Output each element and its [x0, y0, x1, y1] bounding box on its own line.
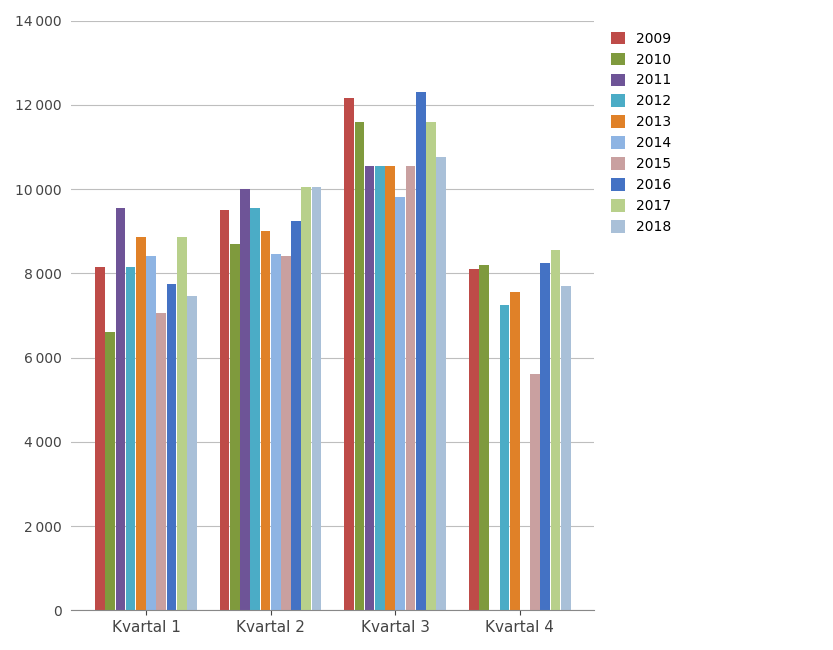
- Bar: [251, 208, 260, 610]
- Bar: [312, 187, 322, 610]
- Bar: [147, 256, 156, 610]
- Bar: [406, 166, 416, 610]
- Bar: [344, 98, 354, 610]
- Bar: [385, 166, 395, 610]
- Bar: [220, 210, 229, 610]
- Bar: [281, 256, 291, 610]
- Bar: [136, 237, 146, 610]
- Bar: [105, 332, 115, 610]
- Bar: [157, 313, 166, 610]
- Bar: [261, 231, 271, 610]
- Bar: [500, 305, 509, 610]
- Bar: [531, 374, 540, 610]
- Bar: [271, 254, 281, 610]
- Bar: [426, 122, 436, 610]
- Legend: 2009, 2010, 2011, 2012, 2013, 2014, 2015, 2016, 2017, 2018: 2009, 2010, 2011, 2012, 2013, 2014, 2015…: [606, 27, 676, 239]
- Bar: [116, 208, 125, 610]
- Bar: [126, 267, 136, 610]
- Bar: [561, 286, 571, 610]
- Bar: [292, 220, 301, 610]
- Bar: [365, 166, 375, 610]
- Bar: [95, 267, 105, 610]
- Bar: [230, 244, 240, 610]
- Bar: [240, 189, 250, 610]
- Bar: [479, 265, 489, 610]
- Bar: [187, 296, 197, 610]
- Bar: [416, 92, 426, 610]
- Bar: [396, 198, 405, 610]
- Bar: [551, 250, 561, 610]
- Bar: [541, 263, 550, 610]
- Bar: [177, 237, 187, 610]
- Bar: [436, 157, 446, 610]
- Bar: [167, 284, 177, 610]
- Bar: [510, 292, 520, 610]
- Bar: [469, 269, 479, 610]
- Bar: [355, 122, 364, 610]
- Bar: [375, 166, 385, 610]
- Bar: [302, 187, 312, 610]
